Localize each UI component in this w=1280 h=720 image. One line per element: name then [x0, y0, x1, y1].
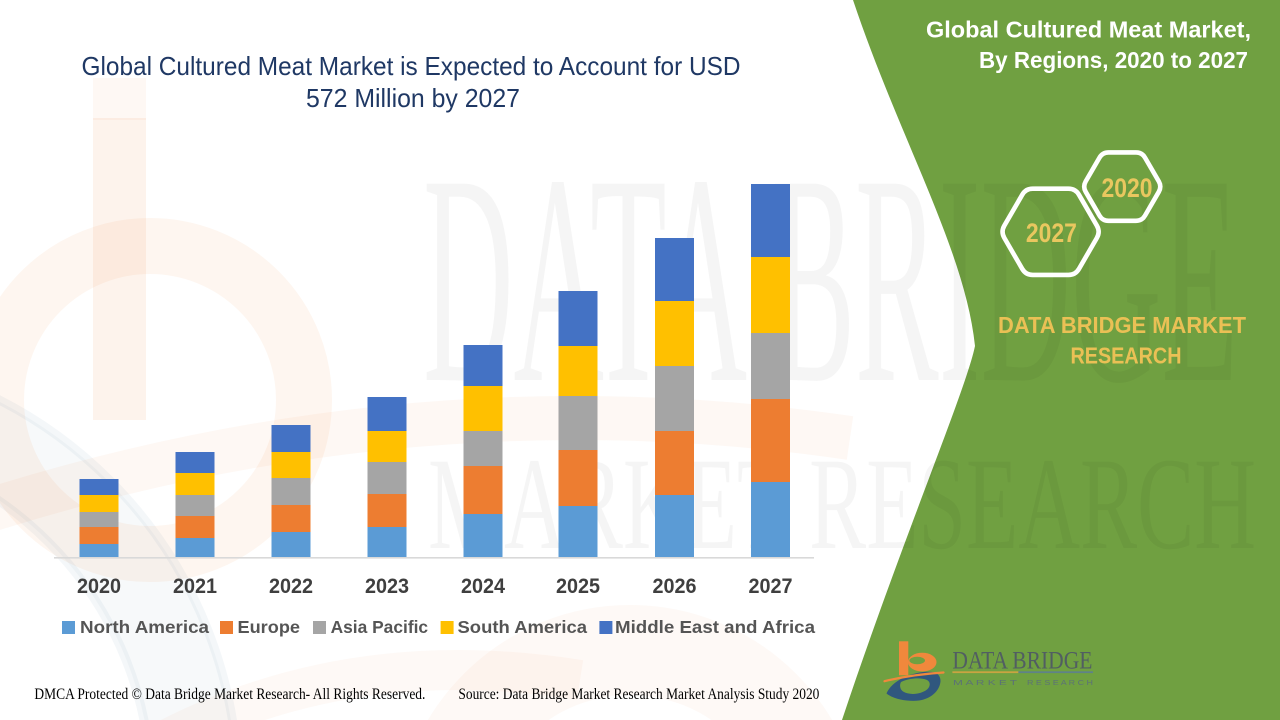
svg-text:DMCA Protected © Data Bridge M: DMCA Protected © Data Bridge Market Rese… [34, 686, 425, 703]
svg-text:2025: 2025 [556, 575, 600, 598]
svg-text:Source: Data Bridge Market Res: Source: Data Bridge Market Research Mark… [458, 686, 819, 703]
svg-text:Global Cultured Meat Market is: Global Cultured Meat Market is Expected … [82, 51, 741, 81]
svg-text:Middle East and Africa: Middle East and Africa [615, 617, 815, 637]
svg-text:RESEARCH: RESEARCH [1071, 343, 1182, 369]
svg-text:2026: 2026 [653, 575, 697, 598]
svg-text:2027: 2027 [749, 575, 793, 598]
svg-text:2027: 2027 [1026, 218, 1077, 248]
svg-text:DATA BRIDGE: DATA BRIDGE [952, 648, 1092, 675]
svg-text:2023: 2023 [365, 575, 409, 598]
svg-text:2022: 2022 [269, 575, 313, 598]
svg-text:Global Cultured Meat Market,: Global Cultured Meat Market, [926, 17, 1251, 43]
svg-text:North America: North America [80, 617, 209, 637]
svg-text:South America: South America [458, 617, 588, 637]
svg-text:By Regions, 2020 to 2027: By Regions, 2020 to 2027 [979, 47, 1248, 73]
svg-text:Asia Pacific: Asia Pacific [331, 617, 429, 637]
svg-text:Europe: Europe [238, 617, 301, 637]
svg-text:2024: 2024 [461, 575, 505, 598]
svg-text:2021: 2021 [173, 575, 217, 598]
svg-text:R E S E A R C H: R E S E A R C H [1027, 680, 1093, 687]
svg-text:M A R K E T: M A R K E T [953, 680, 1018, 687]
svg-text:2020: 2020 [77, 575, 121, 598]
svg-text:572 Million by 2027: 572 Million by 2027 [306, 83, 520, 113]
svg-text:2020: 2020 [1102, 173, 1153, 203]
svg-text:DATA BRIDGE MARKET: DATA BRIDGE MARKET [998, 312, 1246, 338]
